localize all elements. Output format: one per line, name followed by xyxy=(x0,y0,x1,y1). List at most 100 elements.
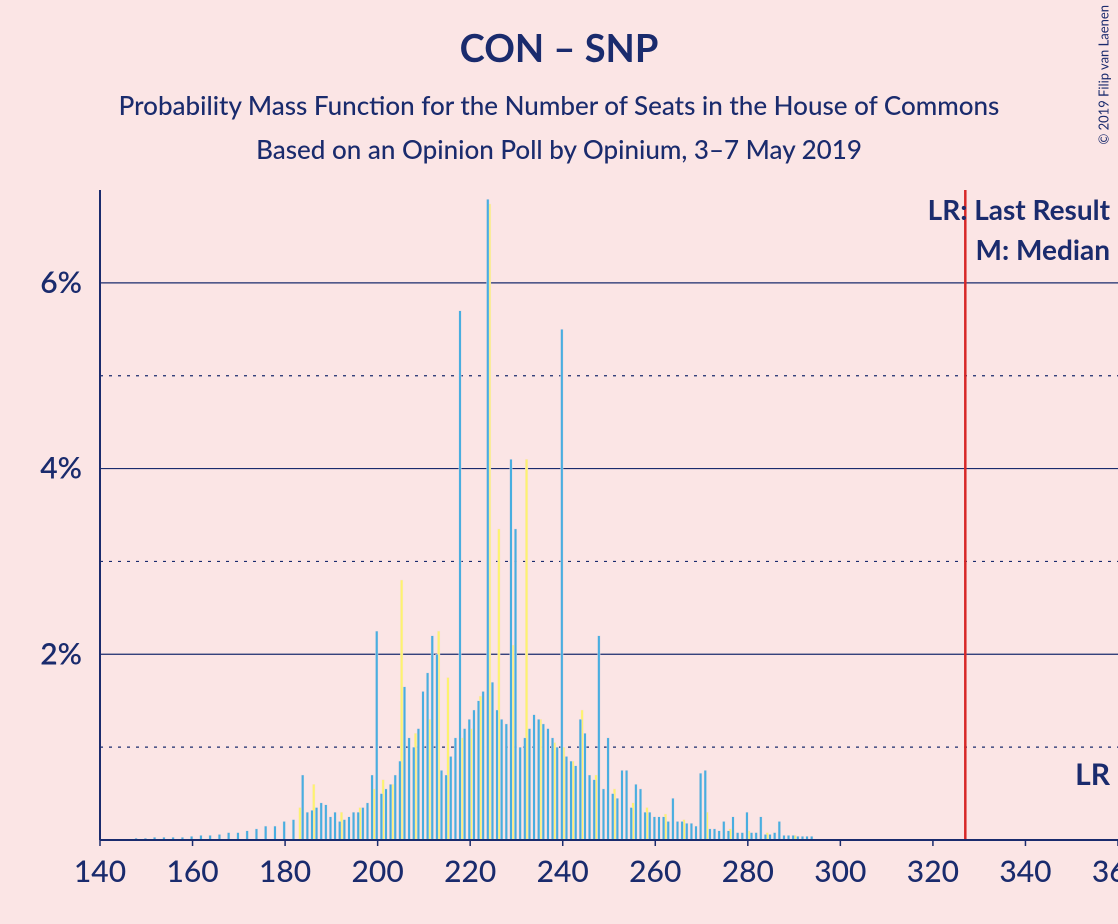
bar-blue xyxy=(237,833,240,840)
bar-blue xyxy=(685,823,688,840)
y-tick-label: 6% xyxy=(40,264,82,300)
chart-subtitle-2: Based on an Opinion Poll by Opinium, 3–7… xyxy=(0,133,1118,165)
bar-blue xyxy=(551,738,554,840)
bar-blue xyxy=(417,729,420,840)
bar-blue xyxy=(255,829,258,840)
bar-blue xyxy=(658,817,661,840)
bar-blue xyxy=(611,794,614,840)
bar-blue xyxy=(394,775,397,840)
bar-blue xyxy=(556,747,559,840)
bar-blue xyxy=(723,821,726,840)
bar-blue xyxy=(454,738,457,840)
bar-blue xyxy=(301,775,304,840)
pmf-chart-svg: 2%4%6%1401601802002202402602803003203403… xyxy=(30,190,1118,900)
bar-blue xyxy=(593,780,596,840)
bar-blue xyxy=(357,812,360,840)
x-tick-label: 200 xyxy=(352,853,404,889)
bar-blue xyxy=(704,770,707,840)
x-tick-label: 260 xyxy=(629,853,681,889)
bar-blue xyxy=(662,817,665,840)
bar-blue xyxy=(496,710,499,840)
bar-blue xyxy=(746,812,749,840)
chart-subtitle-1: Probability Mass Function for the Number… xyxy=(0,89,1118,121)
bar-blue xyxy=(755,833,758,840)
bar-blue xyxy=(227,833,230,840)
x-tick-label: 220 xyxy=(444,853,496,889)
bar-blue xyxy=(311,810,314,840)
x-tick-label: 320 xyxy=(907,853,959,889)
bar-blue xyxy=(528,729,531,840)
bar-blue xyxy=(505,724,508,840)
bar-blue xyxy=(699,773,702,840)
bar-blue xyxy=(630,808,633,841)
chart-area: 2%4%6%1401601802002202402602803003203403… xyxy=(30,190,1118,900)
bar-blue xyxy=(510,459,513,840)
bar-blue xyxy=(653,817,656,840)
bar-blue xyxy=(607,738,610,840)
bar-blue xyxy=(283,821,286,840)
chart-title: CON – SNP xyxy=(0,0,1118,71)
bar-blue xyxy=(736,833,739,840)
bar-blue xyxy=(635,784,638,840)
bar-blue xyxy=(616,798,619,840)
bar-blue xyxy=(408,738,411,840)
x-tick-label: 180 xyxy=(259,853,311,889)
bar-blue xyxy=(713,829,716,840)
legend-lr: LR: Last Result xyxy=(928,192,1111,226)
bar-blue xyxy=(348,817,351,840)
bar-blue xyxy=(459,311,462,840)
bar-blue xyxy=(537,719,540,840)
bar-blue xyxy=(533,715,536,840)
bar-blue xyxy=(718,831,721,840)
x-tick-label: 360 xyxy=(1092,853,1118,889)
bar-blue xyxy=(274,826,277,840)
bar-blue xyxy=(246,831,249,840)
bar-blue xyxy=(264,826,267,840)
bar-blue xyxy=(690,823,693,840)
bar-blue xyxy=(338,821,341,840)
bar-blue xyxy=(380,794,383,840)
bar-blue xyxy=(436,654,439,840)
bar-blue xyxy=(385,789,388,840)
legend-m: M: Median xyxy=(976,232,1110,266)
bar-blue xyxy=(639,789,642,840)
bar-blue xyxy=(389,784,392,840)
bar-blue xyxy=(422,691,425,840)
bar-blue xyxy=(625,770,628,840)
bar-blue xyxy=(681,821,684,840)
bar-blue xyxy=(727,831,730,840)
bar-blue xyxy=(500,719,503,840)
bar-blue xyxy=(588,775,591,840)
bar-blue xyxy=(491,682,494,840)
bar-blue xyxy=(672,798,675,840)
bar-blue xyxy=(760,817,763,840)
lr-label: LR xyxy=(1075,756,1111,792)
bar-blue xyxy=(477,701,480,840)
bar-blue xyxy=(579,719,582,840)
bar-blue xyxy=(584,733,587,840)
bar-blue xyxy=(621,770,624,840)
bar-blue xyxy=(565,756,568,840)
bar-blue xyxy=(334,812,337,840)
bar-blue xyxy=(741,833,744,840)
bar-blue xyxy=(602,789,605,840)
bar-blue xyxy=(412,747,415,840)
x-tick-label: 160 xyxy=(166,853,218,889)
bar-blue xyxy=(366,803,369,840)
bar-blue xyxy=(343,820,346,840)
bar-blue xyxy=(709,829,712,840)
bar-blue xyxy=(514,529,517,840)
bar-blue xyxy=(375,631,378,840)
bar-blue xyxy=(440,770,443,840)
bar-blue xyxy=(667,821,670,840)
bar-blue xyxy=(426,673,429,840)
bar-blue xyxy=(773,833,776,840)
bar-blue xyxy=(570,761,573,840)
bar-blue xyxy=(371,775,374,840)
copyright-label: © 2019 Filip van Laenen xyxy=(1096,5,1112,145)
bar-blue xyxy=(648,812,651,840)
bar-blue xyxy=(399,761,402,840)
bar-blue xyxy=(473,710,476,840)
bar-blue xyxy=(329,817,332,840)
bar-blue xyxy=(362,808,365,841)
